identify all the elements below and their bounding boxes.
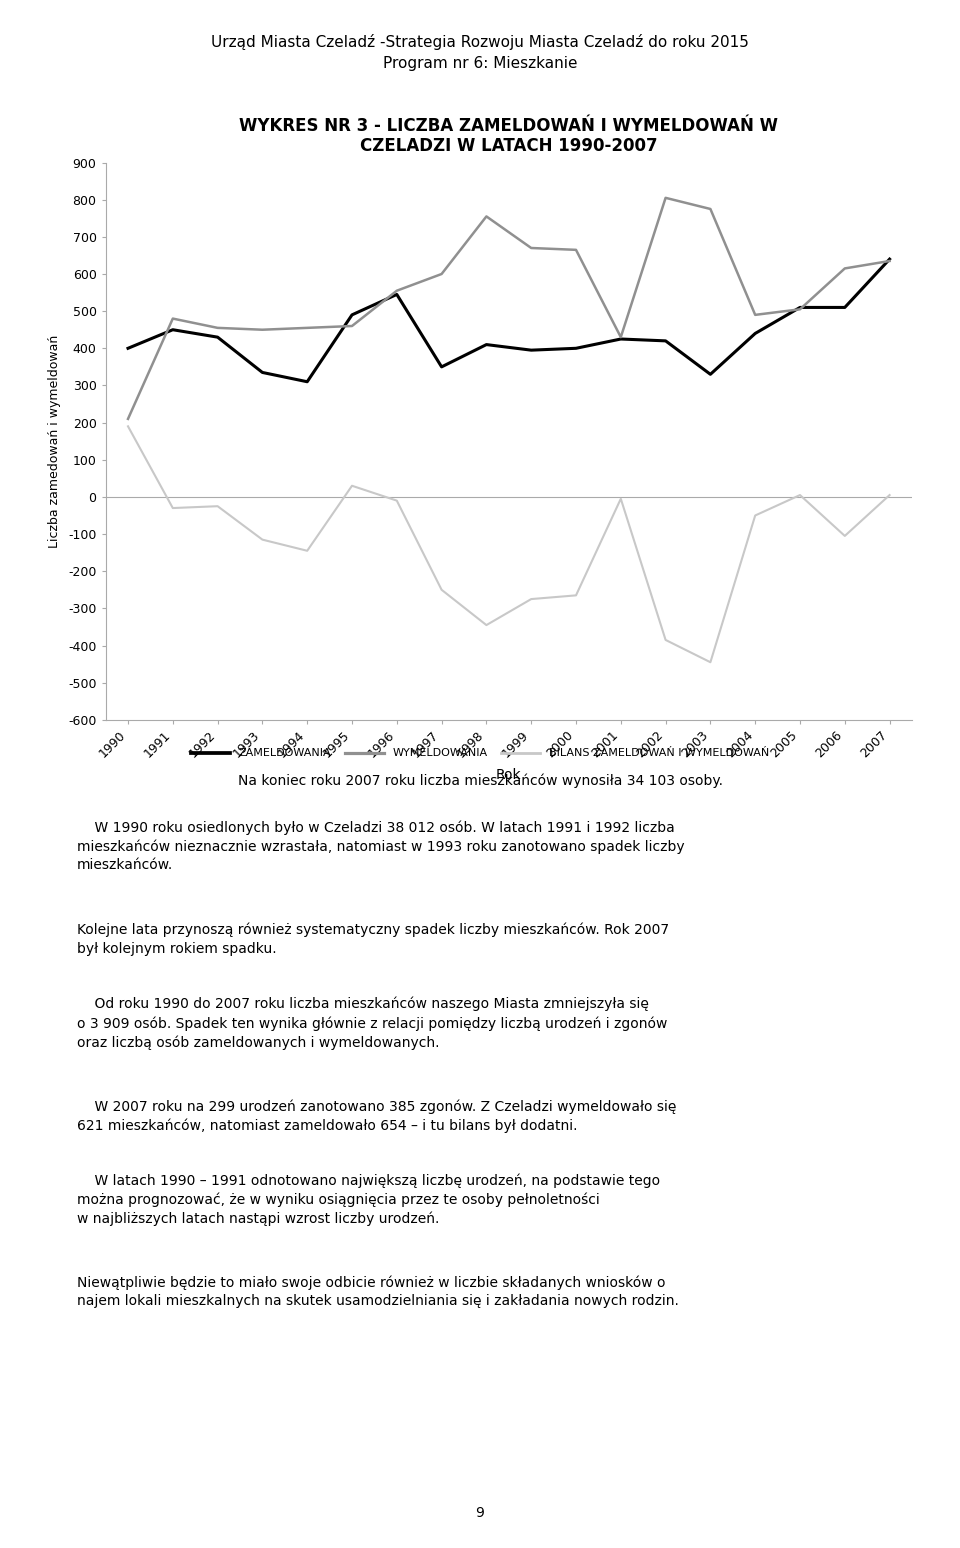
Text: Kolejne lata przynoszą również systematyczny spadek liczby mieszkańców. Rok 2007: Kolejne lata przynoszą również systematy… bbox=[77, 923, 669, 955]
X-axis label: Rok: Rok bbox=[496, 768, 521, 782]
Text: W 1990 roku osiedlonych było w Czeladzi 38 012 osób. W latach 1991 i 1992 liczba: W 1990 roku osiedlonych było w Czeladzi … bbox=[77, 820, 684, 873]
Title: WYKRES NR 3 - LICZBA ZAMELDOWAŃ I WYMELDOWAŃ W
CZELADZI W LATACH 1990-2007: WYKRES NR 3 - LICZBA ZAMELDOWAŃ I WYMELD… bbox=[239, 116, 779, 155]
Y-axis label: Liczba zamedowań i wymeldowań: Liczba zamedowań i wymeldowań bbox=[48, 334, 61, 548]
Text: Urząd Miasta Czeladź -Strategia Rozwoju Miasta Czeladź do roku 2015
Program nr 6: Urząd Miasta Czeladź -Strategia Rozwoju … bbox=[211, 34, 749, 71]
Text: W 2007 roku na 299 urodzeń zanotowano 385 zgonów. Z Czeladzi wymeldowało się
621: W 2007 roku na 299 urodzeń zanotowano 38… bbox=[77, 1099, 676, 1133]
Text: Niewątpliwie będzie to miało swoje odbicie również w liczbie składanych wniosków: Niewątpliwie będzie to miało swoje odbic… bbox=[77, 1276, 679, 1308]
Text: Na koniec roku 2007 roku liczba mieszkańców wynosiła 34 103 osoby.: Na koniec roku 2007 roku liczba mieszkań… bbox=[237, 774, 723, 788]
Legend: ZAMELDOWANIA, WYMELDOWANIA, BILANS ZAMELDOWAŃ I WYMELDOWAŃ: ZAMELDOWANIA, WYMELDOWANIA, BILANS ZAMEL… bbox=[186, 745, 774, 763]
Text: 9: 9 bbox=[475, 1506, 485, 1520]
Text: W latach 1990 – 1991 odnotowano największą liczbę urodzeń, na podstawie tego
moż: W latach 1990 – 1991 odnotowano najwięks… bbox=[77, 1173, 660, 1226]
Text: Od roku 1990 do 2007 roku liczba mieszkańców naszego Miasta zmniejszyła się
o 3 : Od roku 1990 do 2007 roku liczba mieszka… bbox=[77, 997, 667, 1050]
